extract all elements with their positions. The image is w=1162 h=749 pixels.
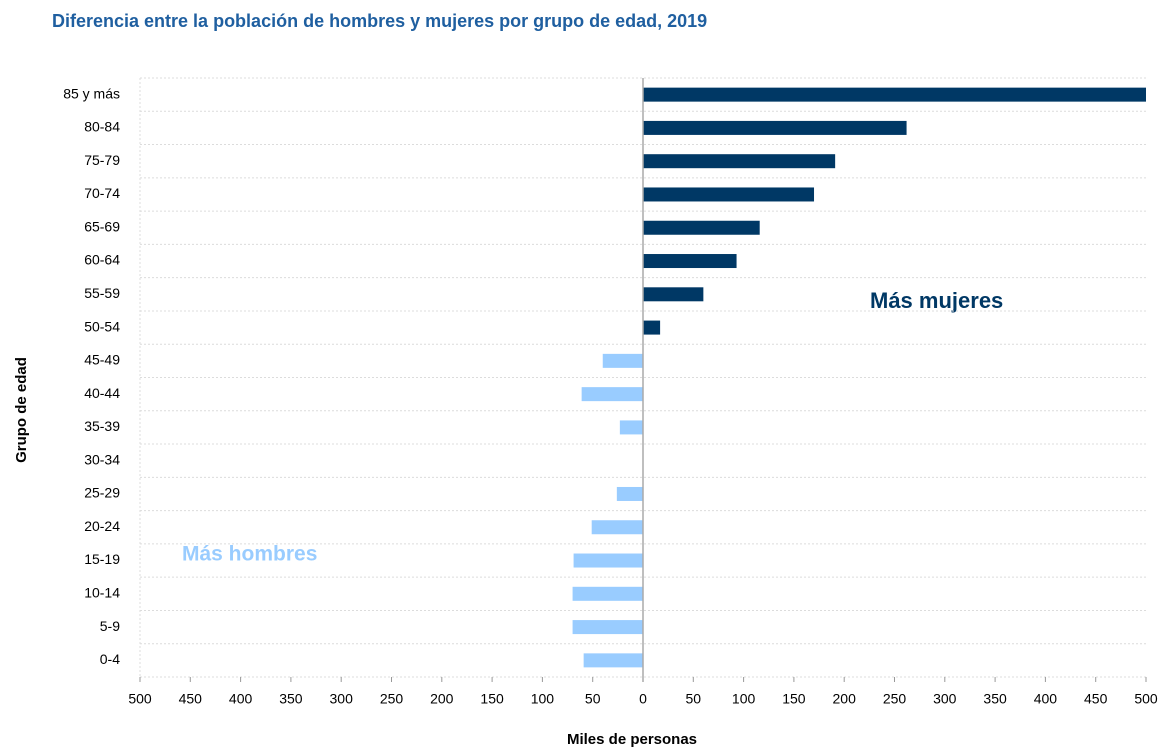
y-tick-label: 5-9: [100, 618, 120, 634]
x-tick-label: 50: [585, 691, 601, 707]
y-axis-label: Grupo de edad: [13, 357, 30, 463]
x-tick-label: 150: [480, 691, 504, 707]
y-tick-label: 10-14: [84, 585, 120, 601]
x-axis-label: Miles de personas: [567, 731, 697, 748]
y-tick-label: 60-64: [84, 252, 120, 268]
x-tick-label: 50: [686, 691, 702, 707]
y-tick-label: 85 y más: [63, 85, 120, 101]
bar: [643, 187, 815, 202]
x-tick-label: 300: [933, 691, 957, 707]
y-tick-label: 80-84: [84, 119, 120, 135]
y-tick-label: 45-49: [84, 352, 120, 368]
y-tick-label: 15-19: [84, 551, 120, 567]
x-tick-label: 350: [983, 691, 1007, 707]
bar: [643, 254, 737, 269]
annotation: Más hombres: [182, 543, 317, 566]
bar: [643, 120, 907, 135]
bar: [643, 154, 836, 169]
bar: [616, 486, 643, 501]
bar: [619, 420, 643, 435]
x-tick-label: 250: [380, 691, 404, 707]
y-tick-label: 0-4: [100, 651, 120, 667]
x-tick-label: 500: [1134, 691, 1158, 707]
y-tick-label: 35-39: [84, 418, 120, 434]
bar: [572, 620, 643, 635]
annotation: Más mujeres: [870, 288, 1003, 313]
bar: [591, 520, 643, 535]
x-tick-label: 100: [531, 691, 555, 707]
bar: [643, 220, 760, 235]
x-tick-label: 350: [279, 691, 303, 707]
x-tick-label: 450: [179, 691, 203, 707]
y-tick-label: 55-59: [84, 285, 120, 301]
y-tick-label: 75-79: [84, 152, 120, 168]
x-tick-label: 100: [732, 691, 756, 707]
bar: [572, 586, 643, 601]
y-tick-label: 50-54: [84, 318, 120, 334]
y-tick-label: 70-74: [84, 185, 120, 201]
x-tick-label: 450: [1084, 691, 1108, 707]
y-tick-label: 20-24: [84, 518, 120, 534]
x-tick-label: 0: [639, 691, 647, 707]
y-tick-label: 65-69: [84, 218, 120, 234]
x-tick-label: 400: [229, 691, 253, 707]
x-tick-label: 500: [128, 691, 152, 707]
bar: [602, 353, 643, 368]
x-tick-label: 200: [430, 691, 454, 707]
bar: [573, 553, 643, 568]
y-tick-label: 25-29: [84, 485, 120, 501]
x-tick-label: 150: [782, 691, 806, 707]
x-tick-label: 300: [330, 691, 354, 707]
bar: [581, 387, 643, 402]
y-tick-label: 30-34: [84, 451, 120, 467]
bar: [583, 653, 643, 668]
y-tick-label: 40-44: [84, 385, 120, 401]
x-tick-label: 250: [883, 691, 907, 707]
bar: [643, 287, 704, 302]
x-tick-label: 400: [1034, 691, 1058, 707]
bar: [643, 320, 661, 335]
bar: [643, 87, 1146, 102]
x-tick-label: 200: [833, 691, 857, 707]
chart-title: Diferencia entre la población de hombres…: [52, 11, 707, 31]
